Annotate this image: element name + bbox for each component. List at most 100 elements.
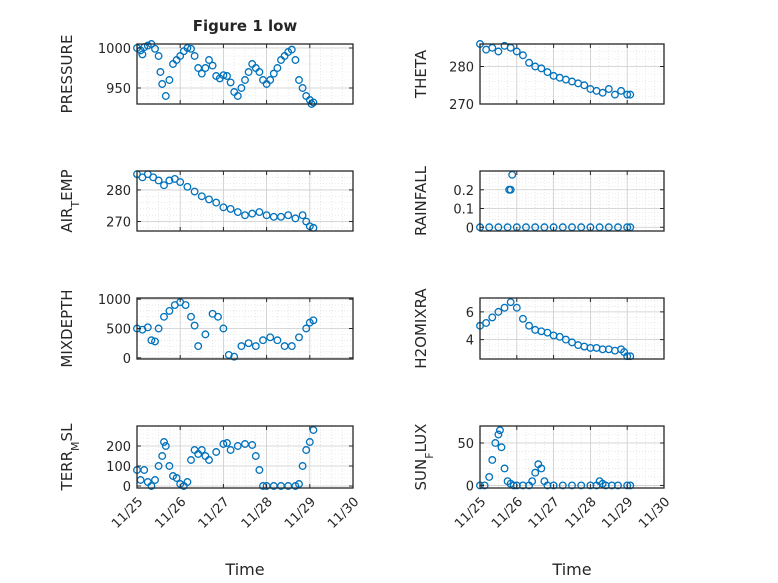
data-point (226, 446, 235, 454)
data-point (147, 482, 156, 490)
x-tick-label: 11/30 (636, 495, 673, 532)
data-point (223, 439, 231, 447)
y-tick-label: 0 (466, 221, 474, 236)
data-point (528, 477, 537, 486)
data-point (233, 442, 242, 450)
data-point (226, 204, 235, 213)
y-axis-label: TERRMSL (58, 423, 82, 492)
x-tick-label: 11/28 (239, 495, 276, 532)
data-point (495, 426, 504, 435)
data-point (577, 481, 586, 490)
data-point (201, 64, 210, 72)
data-point (298, 462, 307, 470)
data-point (291, 56, 300, 64)
chart-panel-pressure: 950 1000 PRESSURE (58, 35, 354, 113)
data-point (219, 71, 228, 80)
data-point (561, 335, 570, 344)
data-point (255, 68, 264, 76)
data-point (269, 69, 278, 78)
data-point (248, 441, 257, 449)
data-point (500, 464, 509, 473)
chart-panel-theta: 270 280 THETA (412, 40, 665, 113)
data-point (248, 209, 257, 218)
data-point (277, 212, 285, 221)
data-point (604, 85, 613, 93)
data-point (160, 438, 168, 446)
data-point (219, 440, 228, 448)
y-tick-label: 1000 (98, 42, 131, 57)
x-axis-label: Time (224, 560, 264, 579)
data-point (165, 76, 174, 84)
data-point (158, 80, 167, 88)
data-point (482, 319, 491, 327)
axes-box (479, 43, 665, 105)
data-point (151, 337, 159, 346)
data-point (176, 178, 185, 187)
data-point (183, 478, 192, 486)
data-point (251, 342, 260, 351)
data-point (610, 90, 619, 99)
axes-box (479, 297, 665, 360)
x-tick-label: 11/25 (109, 495, 146, 532)
data-point (151, 44, 159, 53)
data-point (488, 313, 497, 322)
data-point (187, 44, 195, 53)
data-point (555, 332, 564, 341)
data-point (241, 211, 249, 220)
x-tick-label: 11/26 (152, 495, 189, 532)
data-point (223, 72, 231, 80)
data-point (154, 176, 163, 185)
data-point (302, 446, 311, 454)
data-point (151, 476, 159, 484)
data-point (506, 298, 515, 307)
data-point (160, 181, 168, 190)
data-point (518, 51, 527, 60)
data-point (295, 76, 303, 84)
data-point (506, 185, 515, 194)
data-point (291, 214, 300, 223)
data-point (537, 464, 546, 473)
data-point (224, 350, 233, 359)
y-tick-label: 1000 (98, 293, 131, 308)
data-point (525, 321, 534, 330)
data-point (251, 452, 260, 460)
data-point (295, 333, 303, 342)
data-point (183, 182, 192, 191)
data-point (518, 314, 527, 323)
data-point (244, 339, 253, 348)
data-point (543, 68, 552, 77)
y-axis-label: THETA (412, 49, 430, 99)
data-point (165, 306, 174, 315)
y-axis-label: AIRTEMP (58, 169, 82, 232)
data-point (259, 336, 267, 345)
data-point (543, 328, 552, 337)
data-point (190, 187, 199, 196)
axes-box (136, 425, 354, 489)
chart-panel-sun-flux: 0 50 11/25 11/26 11/27 11/28 11/29 11/30 Time SUN… (412, 424, 673, 579)
data-point (197, 192, 206, 201)
y-tick-label: 270 (449, 98, 474, 113)
data-point (158, 452, 167, 460)
x-tick-label: 11/25 (452, 495, 489, 532)
data-point (187, 456, 195, 464)
data-point (205, 56, 213, 64)
y-axis-label: RAINFALL (412, 165, 430, 236)
data-point (262, 211, 271, 220)
data-point (183, 44, 192, 52)
x-tick-label: 11/30 (325, 495, 362, 532)
data-point (237, 84, 246, 92)
data-point (568, 481, 576, 490)
data-point (154, 324, 163, 333)
y-tick-label: 280 (449, 61, 474, 76)
data-point (201, 330, 210, 339)
y-tick-label: 280 (106, 184, 131, 199)
data-point (154, 52, 163, 60)
x-tick-label: 11/29 (599, 495, 636, 532)
data-point (172, 474, 181, 482)
data-point (212, 198, 221, 207)
data-point (241, 76, 249, 84)
data-point (181, 301, 190, 309)
data-point (143, 41, 152, 50)
data-point (190, 52, 199, 60)
y-tick-label: 200 (106, 440, 131, 455)
